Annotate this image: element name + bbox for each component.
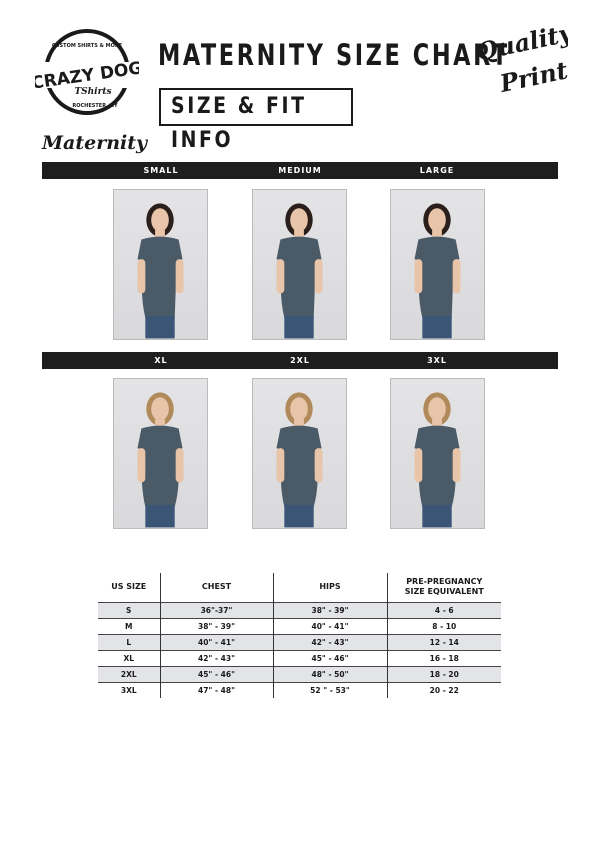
table-cell: M [98, 617, 160, 634]
table-row: XL 42" - 43" 45" - 46" 16 - 18 [98, 649, 501, 666]
svg-text:ROCHESTER, NY: ROCHESTER, NY [72, 103, 118, 109]
size-bar-row-2: XL 2XL 3XL [42, 352, 558, 369]
size-label: 2XL [290, 356, 310, 365]
size-label: 3XL [427, 356, 447, 365]
model-photo [113, 378, 208, 529]
col-header: US SIZE [111, 582, 147, 592]
table-row: 3XL 47" - 48" 52 " - 53" 20 - 22 [98, 681, 501, 698]
table-cell: 38" - 39" [159, 617, 273, 634]
col-header: PRE-PREGNANCY SIZE EQUIVALENT [386, 573, 501, 602]
col-header: HIPS [272, 573, 387, 602]
model-photo [390, 378, 485, 529]
table-cell: 45" - 46" [272, 649, 387, 666]
svg-text:CUSTOM SHIRTS & MORE: CUSTOM SHIRTS & MORE [52, 43, 123, 49]
table-cell: 20 - 22 [386, 681, 501, 698]
table-cell: 12 - 14 [386, 633, 501, 650]
table-cell: 18 - 20 [386, 665, 501, 682]
table-cell: XL [98, 649, 160, 666]
table-cell: 42" - 43" [159, 649, 273, 666]
crazy-dog-logo: CRAZY DOG TShirts CUSTOM SHIRTS & MORE R… [35, 29, 139, 115]
subtitle-box: SIZE & FIT INFO [159, 88, 353, 153]
table-cell: 45" - 46" [159, 665, 273, 682]
table-cell: 42" - 43" [272, 633, 387, 650]
page-title: MATERNITY SIZE CHART [158, 38, 510, 72]
table-cell: 38" - 39" [272, 601, 387, 618]
table-row: 2XL 45" - 46" 48" - 50" 18 - 20 [98, 665, 501, 682]
table-cell: 36"-37" [159, 601, 273, 618]
table-cell: 4 - 6 [386, 601, 501, 618]
size-table: US SIZE CHEST HIPS PRE-PREGNANCY SIZE EQ… [98, 573, 501, 698]
size-label: LARGE [419, 166, 455, 175]
model-photo [113, 189, 208, 340]
table-row: M 38" - 39" 40" - 41" 8 - 10 [98, 617, 501, 634]
table-cell: 47" - 48" [159, 681, 273, 698]
section-heading: Maternity [42, 132, 148, 154]
table-row: S 36"-37" 38" - 39" 4 - 6 [98, 601, 501, 618]
table-cell: 52 " - 53" [272, 681, 387, 698]
table-cell: 2XL [98, 665, 160, 682]
table-cell: 3XL [98, 681, 160, 698]
model-photo [252, 378, 347, 529]
svg-text:TShirts: TShirts [74, 87, 111, 97]
table-cell: 48" - 50" [272, 665, 387, 682]
size-bar-row-1: SMALL MEDIUM LARGE [42, 162, 558, 179]
size-label: MEDIUM [278, 166, 322, 175]
table-cell: S [98, 601, 160, 618]
model-photo [252, 189, 347, 340]
model-photo [390, 189, 485, 340]
quality-prints-badge: Quality Prints [474, 24, 568, 96]
table-cell: 40" - 41" [272, 617, 387, 634]
size-label: SMALL [143, 166, 179, 175]
table-cell: 40" - 41" [159, 633, 273, 650]
size-label: XL [154, 356, 168, 365]
table-cell: 8 - 10 [386, 617, 501, 634]
subtitle: SIZE & FIT INFO [171, 94, 307, 153]
col-header: CHEST [159, 573, 273, 602]
table-cell: 16 - 18 [386, 649, 501, 666]
table-row: L 40" - 41" 42" - 43" 12 - 14 [98, 633, 501, 650]
table-cell: L [98, 633, 160, 650]
